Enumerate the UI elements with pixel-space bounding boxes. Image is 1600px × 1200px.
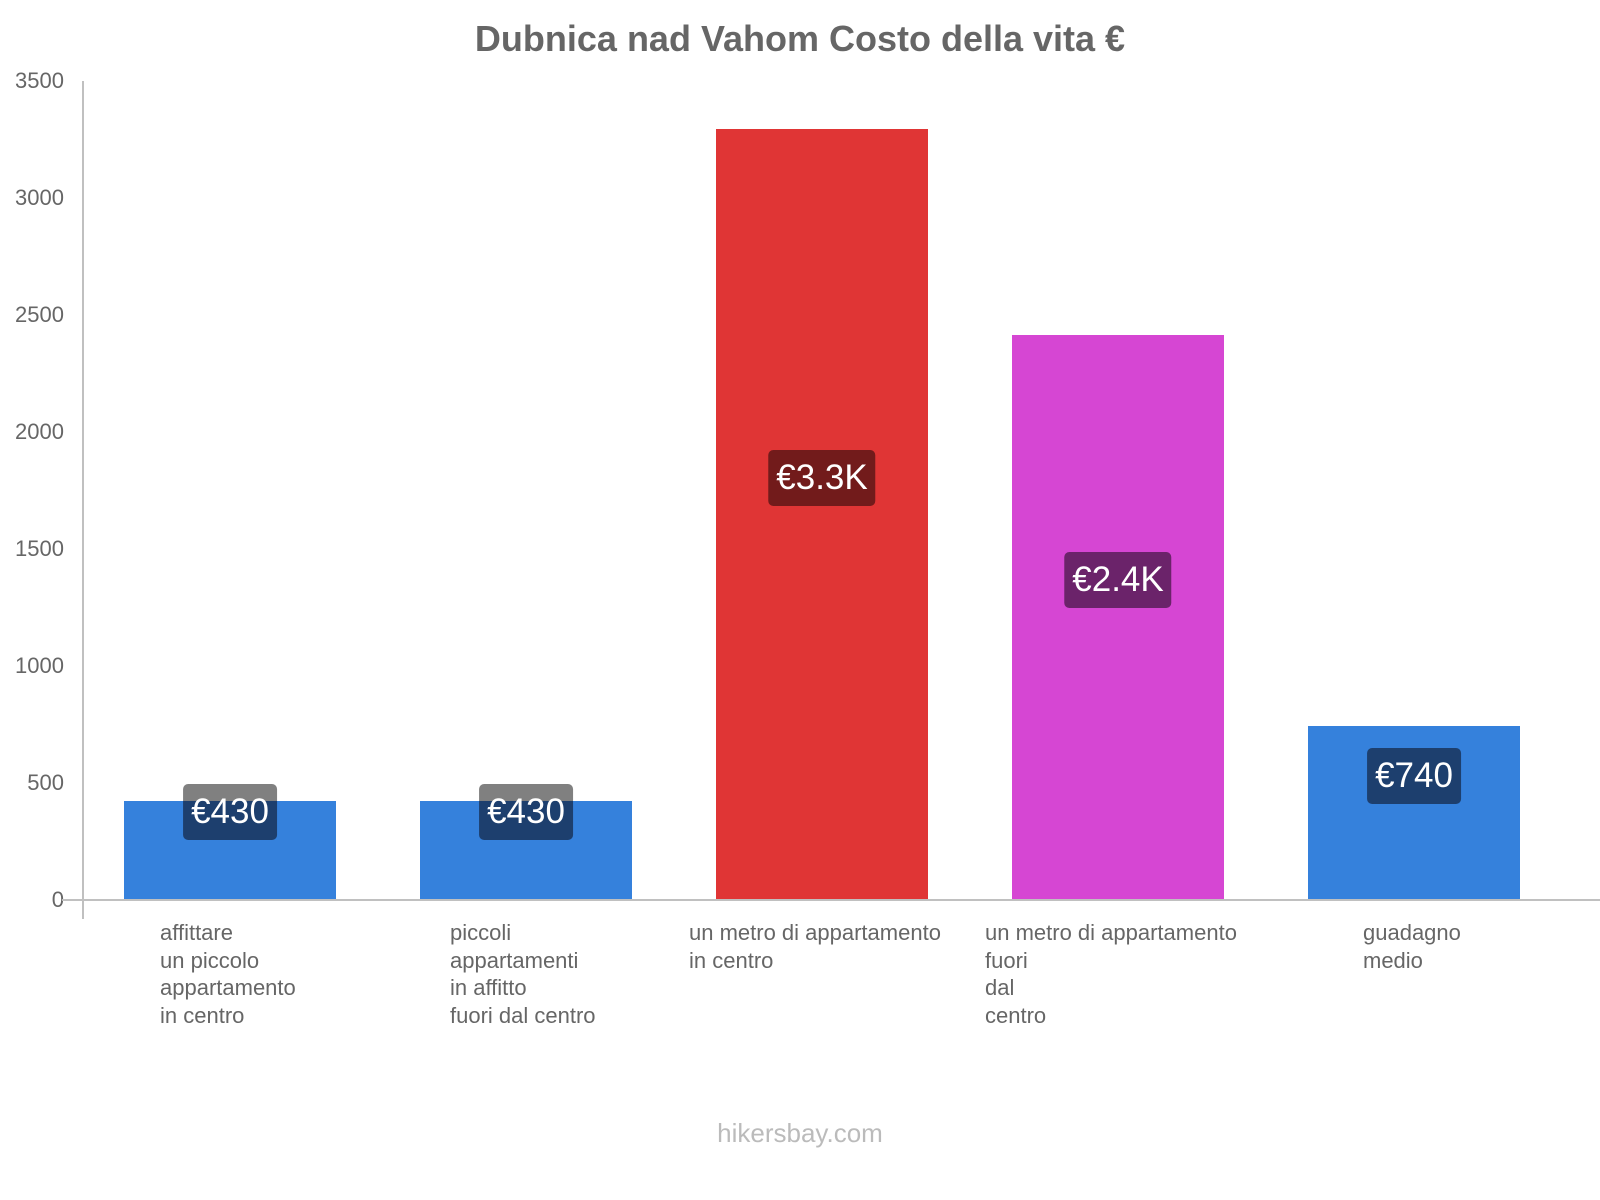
value-label: €430 (479, 784, 573, 840)
y-tick-label: 3000 (15, 185, 64, 210)
value-label: €2.4K (1064, 552, 1172, 608)
x-tick-label: un metro di appartamento in centro (689, 920, 941, 973)
bar-sqm-outside[interactable] (1012, 335, 1224, 899)
y-tick-label: 3500 (15, 68, 64, 93)
source-watermark: hikersbay.com (717, 1118, 883, 1148)
x-tick-label: affittare un piccolo appartamento in cen… (160, 920, 296, 1028)
y-tick-label: 2500 (15, 302, 64, 327)
y-axis-line (82, 81, 84, 919)
value-label: €740 (1367, 748, 1461, 804)
y-tick-label: 0 (51, 887, 64, 912)
x-tick-label: un metro di appartamento fuori dal centr… (985, 920, 1237, 1028)
x-axis-line (62, 899, 1600, 901)
x-tick-label: guadagno medio (1363, 920, 1461, 973)
y-tick-label: 2000 (15, 419, 64, 444)
value-label: €3.3K (768, 450, 876, 506)
x-tick-label: piccoli appartamenti in affitto fuori da… (450, 920, 596, 1028)
bar-sqm-center[interactable] (716, 129, 928, 899)
y-tick-label: 1000 (15, 653, 64, 678)
y-tick-label: 500 (27, 770, 64, 795)
chart-title: Dubnica nad Vahom Costo della vita € (474, 18, 1126, 59)
y-tick-label: 1500 (15, 536, 64, 561)
value-label: €430 (183, 784, 277, 840)
